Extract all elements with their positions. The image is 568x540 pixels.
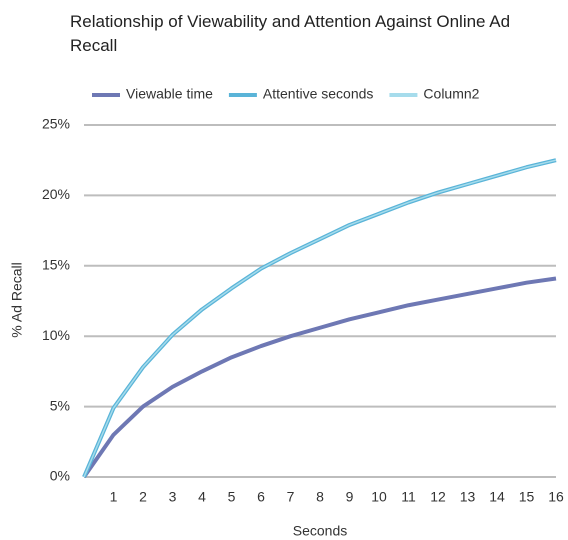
data-line xyxy=(82,158,557,478)
y-tick-label: 15% xyxy=(42,257,70,273)
y-tick-label: 5% xyxy=(50,397,70,413)
x-axis-label: Seconds xyxy=(293,523,347,539)
legend-label: Viewable time xyxy=(126,86,213,102)
x-tick-label: 6 xyxy=(257,489,265,505)
x-tick-label: 14 xyxy=(489,489,505,505)
x-tick-label: 9 xyxy=(346,489,354,505)
y-tick-label: 0% xyxy=(50,468,70,484)
x-tick-label: 13 xyxy=(460,489,476,505)
y-tick-label: 10% xyxy=(42,327,70,343)
legend-label: Column2 xyxy=(423,86,479,102)
data-line xyxy=(83,159,557,478)
y-tick-label: 25% xyxy=(42,116,70,132)
x-tick-label: 2 xyxy=(139,489,147,505)
x-tick-label: 3 xyxy=(169,489,177,505)
x-tick-label: 7 xyxy=(287,489,295,505)
x-tick-label: 10 xyxy=(371,489,387,505)
data-line xyxy=(82,276,557,479)
x-tick-label: 15 xyxy=(519,489,535,505)
x-tick-label: 11 xyxy=(401,489,416,505)
y-tick-label: 20% xyxy=(42,186,70,202)
x-tick-label: 5 xyxy=(228,489,236,505)
chart-title: Relationship of Viewability and Attentio… xyxy=(70,12,511,55)
x-tick-label: 8 xyxy=(316,489,324,505)
x-tick-label: 1 xyxy=(110,489,118,505)
x-tick-label: 16 xyxy=(548,489,564,505)
x-tick-label: 12 xyxy=(430,489,446,505)
y-axis-label: % Ad Recall xyxy=(9,262,25,337)
x-tick-label: 4 xyxy=(198,489,206,505)
legend-label: Attentive seconds xyxy=(263,86,374,102)
